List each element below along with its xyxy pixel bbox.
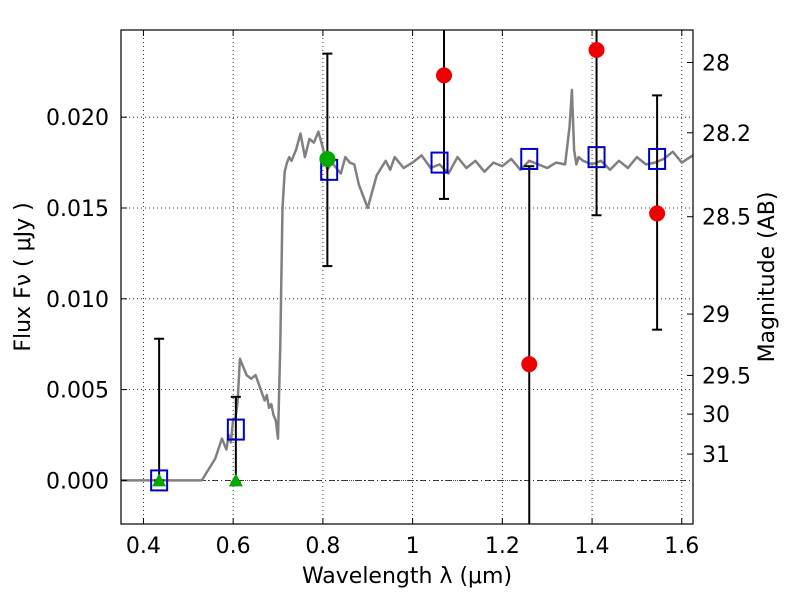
upper-limit-triangle <box>228 473 243 487</box>
x-axis-label: Wavelength λ (μm) <box>302 564 512 589</box>
model-photometry-square <box>150 469 169 492</box>
y2-tick-label: 30 <box>702 403 730 428</box>
x-tick-label: 0.6 <box>216 534 251 559</box>
y-axis-label: Flux Fν ( μJy ) <box>11 202 36 351</box>
red-detection-circle <box>521 356 538 373</box>
x-tick-label: 1 <box>406 534 420 559</box>
red-detection-circle <box>649 205 666 222</box>
sed-line-group <box>121 88 694 482</box>
sed-model-line <box>121 88 694 482</box>
x-tick-label: 1.4 <box>575 534 610 559</box>
model-photometry-square <box>587 146 606 169</box>
y2-tick-label: 31 <box>702 443 730 468</box>
axis-ticks <box>121 30 693 524</box>
model-photometry-square <box>520 147 539 170</box>
red-detection-circle <box>588 41 605 58</box>
red-detection-circle <box>436 67 453 84</box>
model-photometry-square <box>226 418 245 441</box>
y2-tick-label: 28.5 <box>702 206 751 231</box>
x-tick-label: 0.4 <box>126 534 161 559</box>
data-markers <box>150 41 667 492</box>
x-tick-label: 1.2 <box>485 534 520 559</box>
plot-frame <box>120 29 694 525</box>
y2-tick-label: 28 <box>702 52 730 77</box>
tick-labels: 0.4 0.6 0.8 1 1.2 1.4 1.6 0.000 0.005 0.010 0.015 0… <box>46 52 751 559</box>
y-tick-label: 0.005 <box>46 379 109 404</box>
grid <box>121 30 693 524</box>
y2-axis-label: Magnitude (AB) <box>755 192 780 363</box>
model-photometry-square <box>648 147 667 170</box>
y-tick-label: 0.010 <box>46 288 109 313</box>
x-tick-label: 1.6 <box>664 534 699 559</box>
y-tick-label: 0.015 <box>46 197 109 222</box>
y2-tick-label: 28.2 <box>702 122 751 147</box>
model-photometry-square <box>430 151 449 174</box>
y-tick-label: 0.000 <box>46 469 109 494</box>
green-detection-circle <box>319 150 336 167</box>
upper-limit-triangle <box>152 473 167 487</box>
y2-tick-label: 29 <box>702 303 730 328</box>
y2-tick-label: 29.5 <box>702 364 751 389</box>
x-tick-label: 0.8 <box>305 534 340 559</box>
y-tick-label: 0.020 <box>46 106 109 131</box>
